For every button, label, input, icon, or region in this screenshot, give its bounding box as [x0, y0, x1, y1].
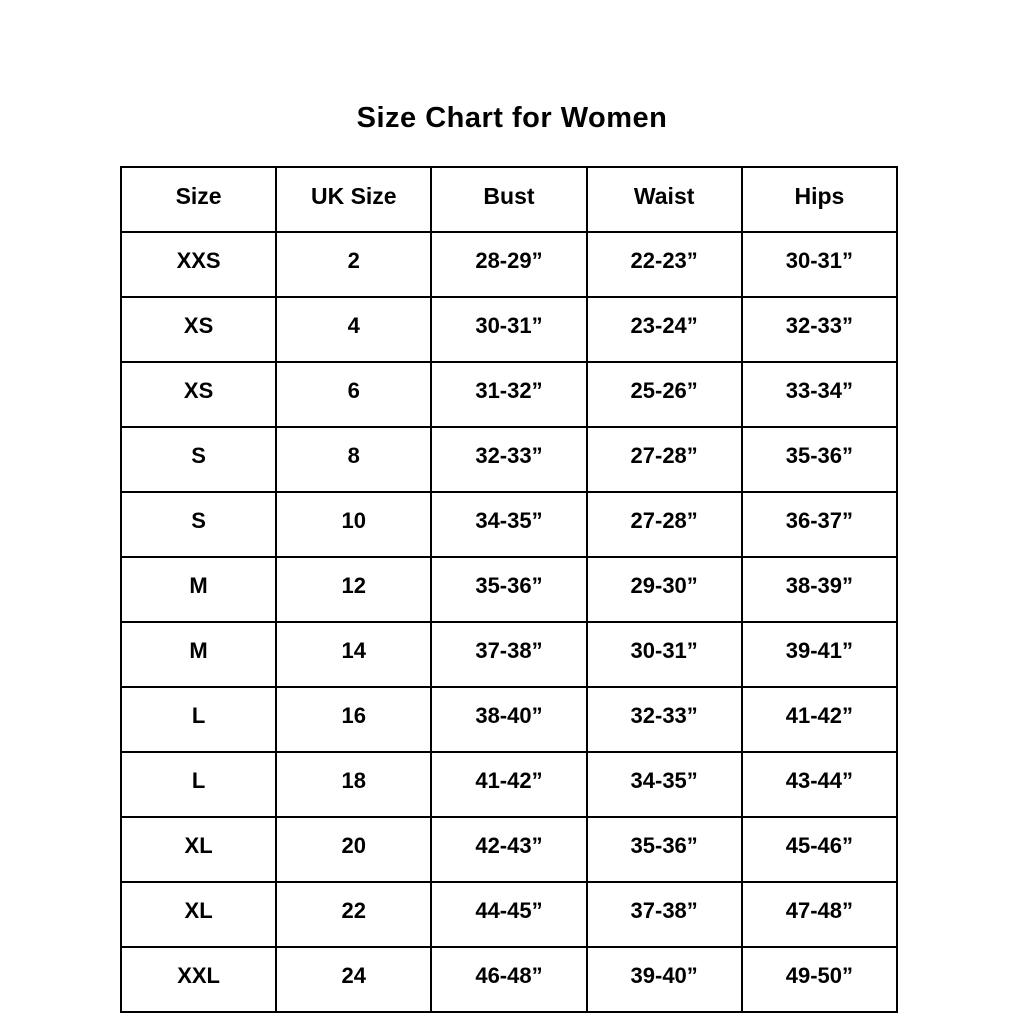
table-row: XS 4 30-31” 23-24” 32-33”: [119, 296, 899, 363]
table-cell: 20: [275, 816, 433, 883]
table-cell: XXS: [119, 231, 278, 298]
table-cell: 31-32”: [430, 361, 588, 428]
table-cell: 35-36”: [740, 426, 899, 493]
table-cell: 30-31”: [740, 231, 899, 298]
table-cell: 37-38”: [430, 621, 588, 688]
table-cell: XS: [119, 361, 278, 428]
table-cell: 41-42”: [740, 686, 899, 753]
table-cell: 28-29”: [430, 231, 588, 298]
table-cell: 32-33”: [585, 686, 743, 753]
table-row: S 8 32-33” 27-28” 35-36”: [119, 426, 899, 493]
table-cell: 47-48”: [740, 881, 899, 948]
table-cell: 10: [275, 491, 433, 558]
table-row: XS 6 31-32” 25-26” 33-34”: [119, 361, 899, 428]
table-cell: 16: [275, 686, 433, 753]
table-cell: M: [119, 621, 278, 688]
table-cell: L: [119, 751, 278, 818]
table-cell: 41-42”: [430, 751, 588, 818]
table-row: XXL 24 46-48” 39-40” 49-50”: [119, 946, 899, 1013]
table-cell: 6: [275, 361, 433, 428]
table-cell: 39-41”: [740, 621, 899, 688]
table-row: L 18 41-42” 34-35” 43-44”: [119, 751, 899, 818]
table-cell: 8: [275, 426, 433, 493]
table-row: XL 20 42-43” 35-36” 45-46”: [119, 816, 899, 883]
table-row: XL 22 44-45” 37-38” 47-48”: [119, 881, 899, 948]
table-row: S 10 34-35” 27-28” 36-37”: [119, 491, 899, 558]
table-cell: 29-30”: [585, 556, 743, 623]
column-header: Size: [119, 166, 278, 233]
column-header: Bust: [430, 166, 588, 233]
table-cell: 49-50”: [740, 946, 899, 1013]
table-row: L 16 38-40” 32-33” 41-42”: [119, 686, 899, 753]
table-cell: 14: [275, 621, 433, 688]
table-cell: 25-26”: [585, 361, 743, 428]
table-cell: 36-37”: [740, 491, 899, 558]
table-cell: 34-35”: [430, 491, 588, 558]
page-title: Size Chart for Women: [356, 102, 668, 134]
table-cell: 18: [275, 751, 433, 818]
column-header: Waist: [585, 166, 743, 233]
table-cell: 22: [275, 881, 433, 948]
column-header: UK Size: [275, 166, 433, 233]
table-cell: XS: [119, 296, 278, 363]
table-cell: 30-31”: [585, 621, 743, 688]
table-cell: 39-40”: [585, 946, 743, 1013]
table-cell: 4: [275, 296, 433, 363]
table-cell: 46-48”: [430, 946, 588, 1013]
table-cell: L: [119, 686, 278, 753]
table-row: M 14 37-38” 30-31” 39-41”: [119, 621, 899, 688]
table-cell: 45-46”: [740, 816, 899, 883]
table-cell: 24: [275, 946, 433, 1013]
table-cell: S: [119, 426, 278, 493]
size-chart-table: Size UK Size Bust Waist Hips XXS 2 28-29” 22-23…: [119, 166, 899, 1013]
table-cell: 27-28”: [585, 491, 743, 558]
table-cell: 33-34”: [740, 361, 899, 428]
table-cell: 37-38”: [585, 881, 743, 948]
table-cell: 23-24”: [585, 296, 743, 363]
table-cell: XL: [119, 881, 278, 948]
header-row: Size UK Size Bust Waist Hips: [119, 166, 899, 233]
table-cell: 43-44”: [740, 751, 899, 818]
table-cell: 2: [275, 231, 433, 298]
table-cell: 22-23”: [585, 231, 743, 298]
table-cell: 42-43”: [430, 816, 588, 883]
table-cell: M: [119, 556, 278, 623]
column-header: Hips: [740, 166, 899, 233]
table-cell: 35-36”: [585, 816, 743, 883]
table-row: XXS 2 28-29” 22-23” 30-31”: [119, 231, 899, 298]
table-cell: 32-33”: [740, 296, 899, 363]
table-row: M 12 35-36” 29-30” 38-39”: [119, 556, 899, 623]
table-cell: 12: [275, 556, 433, 623]
table-cell: S: [119, 491, 278, 558]
table-header: Size UK Size Bust Waist Hips: [119, 166, 899, 233]
table-cell: 38-40”: [430, 686, 588, 753]
table-cell: 32-33”: [430, 426, 588, 493]
table-body: XXS 2 28-29” 22-23” 30-31” XS 4 30-31” 23-24” 32-…: [119, 231, 899, 1013]
table-cell: 35-36”: [430, 556, 588, 623]
table-cell: 38-39”: [740, 556, 899, 623]
table-cell: XXL: [119, 946, 278, 1013]
table-cell: 27-28”: [585, 426, 743, 493]
table-cell: XL: [119, 816, 278, 883]
table-cell: 44-45”: [430, 881, 588, 948]
table-cell: 34-35”: [585, 751, 743, 818]
table-cell: 30-31”: [430, 296, 588, 363]
